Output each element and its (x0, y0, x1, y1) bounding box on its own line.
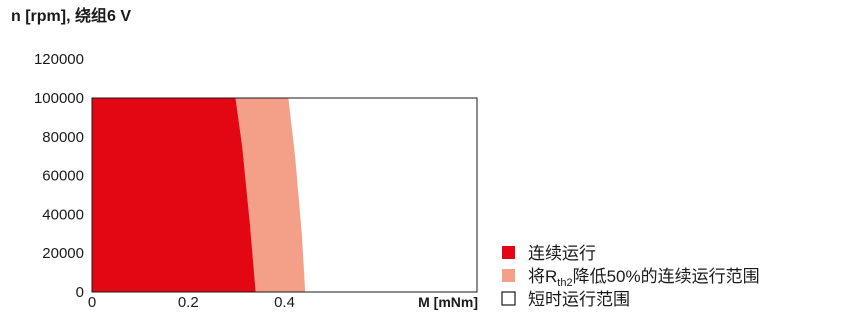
y-tick-label: 80000 (42, 129, 84, 146)
chart-title: n [rpm], 绕组6 V (11, 6, 131, 25)
y-tick-label: 100000 (34, 90, 84, 107)
y-tick-label: 40000 (42, 206, 84, 223)
x-tick-label: 0.4 (274, 294, 295, 311)
y-tick-label: 20000 (42, 245, 84, 262)
plot-frame (91, 97, 478, 293)
x-tick-label: 0.2 (178, 294, 199, 311)
legend-label: 短时运行范围 (528, 290, 630, 309)
axes: 0 20000 40000 60000 80000 100000 120000 0 0.2 0.4… (34, 51, 478, 311)
legend-label: 连续运行 (528, 244, 596, 263)
legend-swatch (502, 269, 515, 282)
series-continuous-region (92, 98, 256, 292)
y-tick-label: 0 (76, 284, 84, 301)
plot-area (92, 98, 477, 292)
legend-swatch (502, 246, 515, 259)
y-tick-label: 120000 (34, 51, 84, 68)
y-tick-label: 60000 (42, 168, 84, 185)
legend-label: 将Rth2降低50%的连续运行范围 (528, 267, 760, 289)
x-tick-label: 0 (88, 294, 96, 311)
legend-swatch (501, 291, 516, 306)
x-axis-label: M [mNm] (418, 294, 478, 310)
